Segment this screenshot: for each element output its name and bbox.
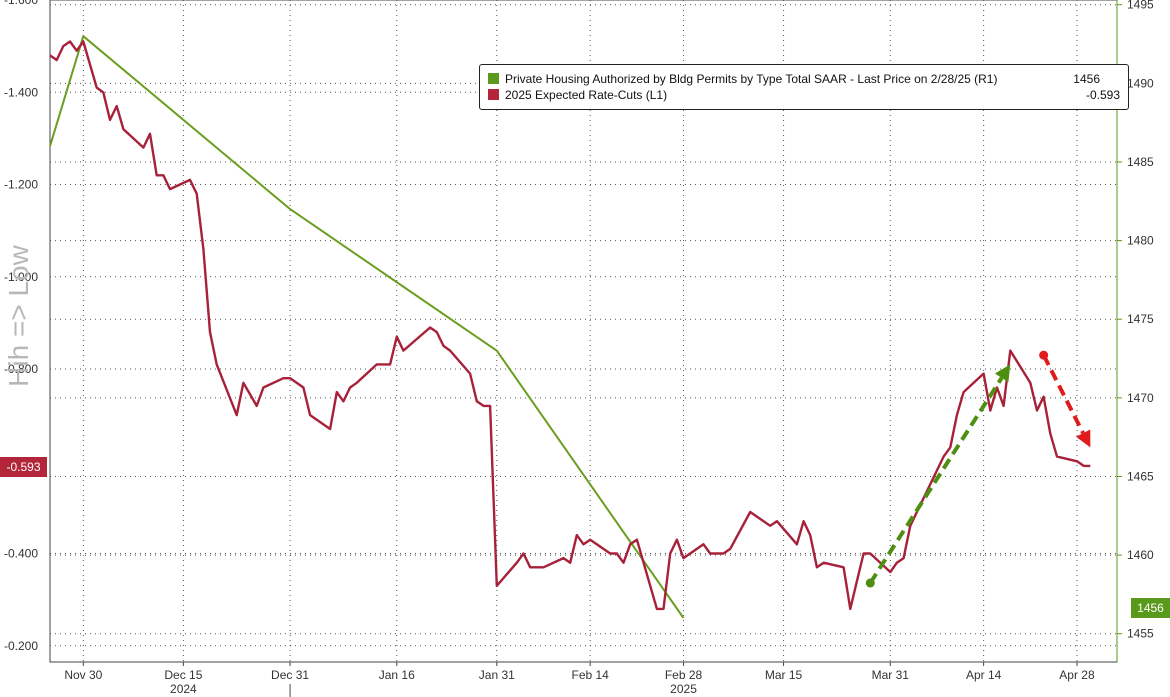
legend-item-ratecuts: 2025 Expected Rate-Cuts (L1) -0.593 bbox=[488, 87, 1120, 103]
left-tick-label: -1.000 bbox=[4, 270, 38, 284]
last-value-ratecuts-badge: -0.593 bbox=[0, 457, 47, 477]
x-tick-label: Feb 28 bbox=[665, 668, 703, 682]
right-tick-label: 1455 bbox=[1127, 627, 1154, 641]
legend: Private Housing Authorized by Bldg Permi… bbox=[479, 64, 1129, 110]
down-trend-arrow-shaft bbox=[1041, 354, 1085, 435]
right-tick-label: 1495 bbox=[1127, 0, 1154, 12]
legend-swatch-permits bbox=[488, 73, 499, 84]
legend-label-permits: Private Housing Authorized by Bldg Permi… bbox=[505, 72, 998, 86]
up-trend-arrow-head bbox=[994, 364, 1011, 383]
left-tick-label: -1.400 bbox=[4, 85, 38, 99]
legend-item-permits: Private Housing Authorized by Bldg Permi… bbox=[488, 71, 1120, 87]
legend-value-permits: 1456 bbox=[1073, 72, 1100, 86]
right-tick-label: 1470 bbox=[1127, 391, 1154, 405]
x-tick-label: Apr 28 bbox=[1059, 668, 1095, 682]
x-tick-label: Jan 31 bbox=[479, 668, 515, 682]
legend-label-ratecuts: 2025 Expected Rate-Cuts (L1) bbox=[505, 88, 668, 102]
left-tick-label: -0.400 bbox=[4, 547, 38, 561]
legend-swatch-ratecuts bbox=[488, 89, 499, 100]
up-trend-arrow-shaft bbox=[868, 376, 1004, 585]
last-value-permits-badge: 1456 bbox=[1131, 598, 1170, 618]
x-tick-label: Mar 15 bbox=[765, 668, 803, 682]
left-axis-title: Hih => Low bbox=[3, 245, 34, 387]
ratecuts-series-line bbox=[49, 40, 1091, 611]
x-tick-label: Nov 30 bbox=[64, 668, 102, 682]
left-tick-label: -0.800 bbox=[4, 362, 38, 376]
x-tick-label: Dec 31 bbox=[271, 668, 309, 682]
left-tick-label: -1.600 bbox=[4, 0, 38, 7]
right-tick-label: 1475 bbox=[1127, 312, 1154, 326]
left-tick-label: -0.200 bbox=[4, 639, 38, 653]
x-tick-label: Dec 15 bbox=[164, 668, 202, 682]
x-tick-label: Mar 31 bbox=[872, 668, 910, 682]
x-tick-label: Jan 16 bbox=[379, 668, 415, 682]
right-tick-label: 1480 bbox=[1127, 234, 1154, 248]
x-year-label: 2025 bbox=[670, 682, 697, 696]
right-tick-label: 1460 bbox=[1127, 548, 1154, 562]
legend-value-ratecuts: -0.593 bbox=[1085, 88, 1120, 102]
right-tick-label: 1465 bbox=[1127, 469, 1154, 483]
right-tick-label: 1485 bbox=[1127, 155, 1154, 169]
x-tick-label: Apr 14 bbox=[966, 668, 1002, 682]
x-year-label: 2024 bbox=[170, 682, 197, 696]
x-tick-label: Feb 14 bbox=[571, 668, 609, 682]
left-tick-label: -1.200 bbox=[4, 178, 38, 192]
permits-series-line bbox=[49, 35, 685, 619]
right-tick-label: 1490 bbox=[1127, 76, 1154, 90]
down-trend-arrow-head bbox=[1075, 429, 1091, 448]
